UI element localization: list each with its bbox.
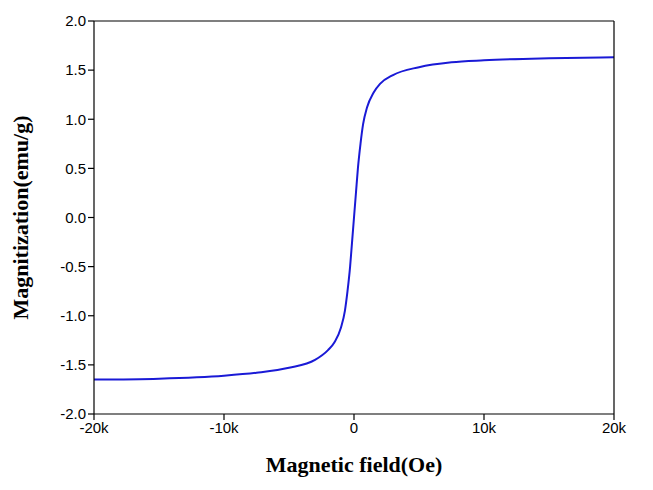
svg-text:Magnitization(emu/g): Magnitization(emu/g) bbox=[8, 115, 33, 319]
svg-text:-1.5: -1.5 bbox=[60, 356, 86, 373]
svg-text:1.5: 1.5 bbox=[65, 61, 86, 78]
svg-text:1.0: 1.0 bbox=[65, 111, 86, 128]
svg-text:0.0: 0.0 bbox=[65, 209, 86, 226]
svg-text:10k: 10k bbox=[472, 419, 497, 436]
svg-text:0: 0 bbox=[350, 419, 358, 436]
svg-text:20k: 20k bbox=[602, 419, 627, 436]
svg-text:-1.0: -1.0 bbox=[60, 307, 86, 324]
svg-text:2.0: 2.0 bbox=[65, 12, 86, 29]
svg-text:-10k: -10k bbox=[209, 419, 239, 436]
svg-text:-0.5: -0.5 bbox=[60, 258, 86, 275]
svg-text:-20k: -20k bbox=[79, 418, 109, 436]
svg-text:-2.0: -2.0 bbox=[60, 405, 86, 422]
svg-text:Magnetic field(Oe): Magnetic field(Oe) bbox=[266, 452, 443, 477]
svg-text:0.5: 0.5 bbox=[65, 160, 86, 177]
